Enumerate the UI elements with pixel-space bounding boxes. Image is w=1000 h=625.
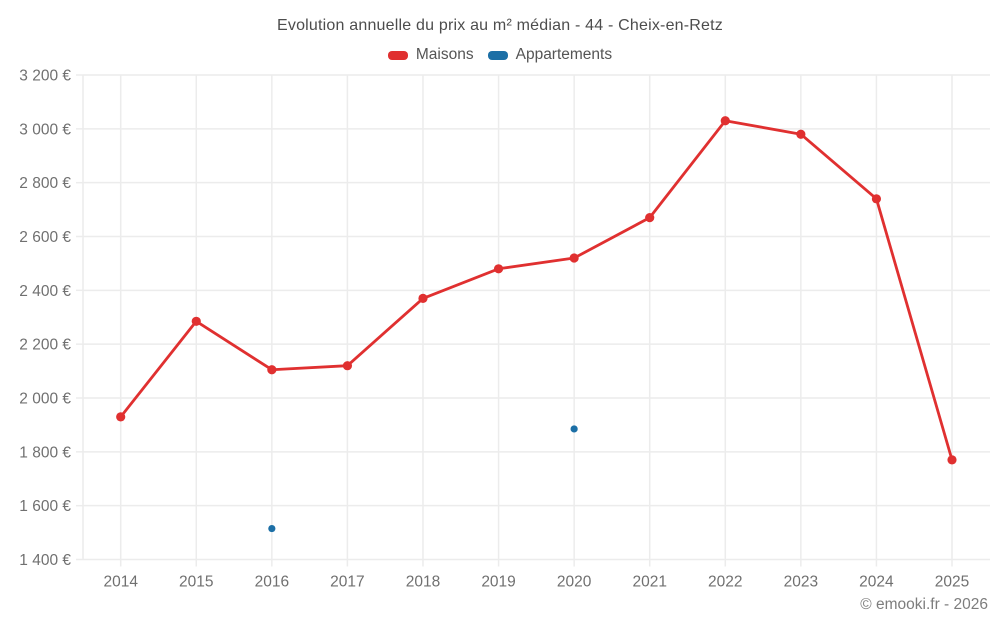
data-point-maisons bbox=[796, 129, 806, 139]
x-tick-label: 2024 bbox=[859, 574, 894, 591]
chart-title: Evolution annuelle du prix au m² médian … bbox=[277, 17, 723, 34]
y-tick-label: 3 200 € bbox=[19, 68, 71, 85]
data-point-maisons bbox=[342, 361, 353, 371]
maisons-legend-swatch bbox=[387, 50, 408, 60]
data-point-maisons bbox=[947, 455, 957, 465]
data-point-maisons bbox=[493, 264, 504, 274]
x-tick-label: 2018 bbox=[406, 574, 440, 591]
data-point-maisons bbox=[116, 412, 126, 422]
y-tick-label: 1 600 € bbox=[19, 498, 71, 515]
data-point-maisons bbox=[191, 316, 201, 326]
x-tick-label: 2017 bbox=[330, 574, 364, 591]
appartements-legend-label: Appartements bbox=[515, 46, 613, 63]
data-point-maisons bbox=[645, 213, 655, 223]
x-tick-label: 2014 bbox=[103, 574, 138, 591]
y-tick-label: 3 000 € bbox=[19, 121, 71, 138]
y-tick-label: 2 600 € bbox=[19, 229, 71, 246]
y-tick-label: 2 800 € bbox=[19, 175, 71, 192]
series-line-maisons bbox=[119, 119, 954, 462]
y-tick-label: 1 800 € bbox=[19, 444, 71, 461]
x-tick-label: 2020 bbox=[557, 574, 592, 591]
y-tick-label: 1 400 € bbox=[19, 552, 71, 569]
data-point-maisons bbox=[418, 293, 428, 304]
appartements-legend-swatch bbox=[487, 50, 508, 60]
y-tick-label: 2 200 € bbox=[19, 337, 71, 354]
x-tick-label: 2023 bbox=[784, 574, 818, 591]
maisons-legend-label: Maisons bbox=[415, 46, 474, 63]
x-tick-label: 2022 bbox=[708, 574, 742, 591]
y-tick-label: 2 400 € bbox=[19, 283, 71, 300]
legend-item-maisons[interactable]: Maisons bbox=[387, 46, 474, 64]
data-point-maisons bbox=[871, 194, 882, 204]
data-point-maisons bbox=[720, 116, 730, 126]
x-tick-label: 2021 bbox=[632, 574, 666, 591]
x-tick-label: 2015 bbox=[179, 574, 213, 591]
data-point-appartements bbox=[570, 425, 578, 433]
data-point-maisons bbox=[569, 253, 579, 263]
copyright: © emooki.fr - 2026 bbox=[860, 596, 988, 613]
data-point-maisons bbox=[267, 365, 277, 375]
y-tick-label: 2 000 € bbox=[19, 391, 71, 408]
data-point-appartements bbox=[268, 524, 276, 533]
x-tick-label: 2019 bbox=[481, 574, 515, 591]
legend-item-appartements[interactable]: Appartements bbox=[487, 46, 613, 64]
x-tick-label: 2016 bbox=[255, 574, 289, 591]
x-tick-label: 2025 bbox=[935, 574, 969, 591]
chart-legend: Maisons Appartements bbox=[0, 46, 1000, 64]
